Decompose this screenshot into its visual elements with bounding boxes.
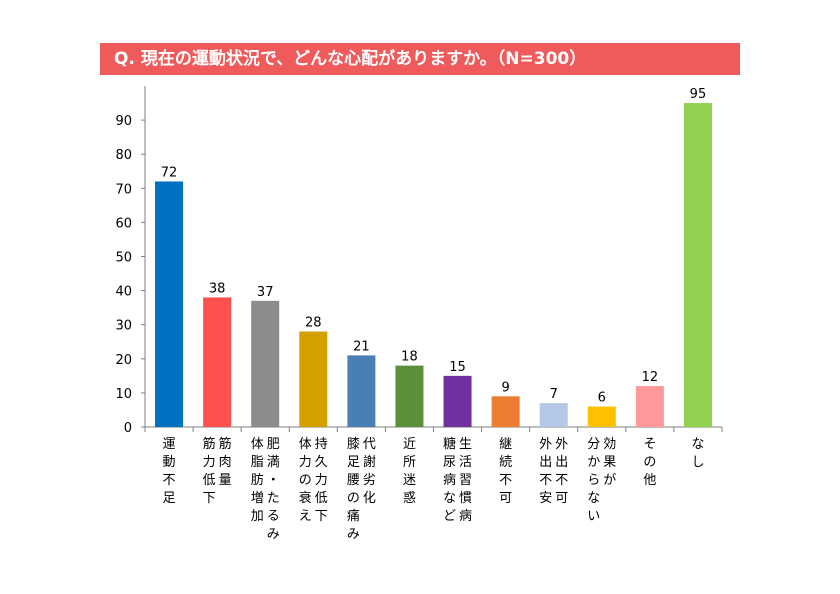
data-label: 95 [690, 87, 707, 102]
data-label: 37 [257, 285, 274, 300]
data-label: 72 [161, 165, 178, 180]
y-tick-label: 90 [115, 114, 132, 129]
data-label: 21 [353, 339, 370, 354]
y-tick-label: 80 [115, 148, 132, 163]
bar [587, 406, 616, 427]
x-tick-label: 生活習慣病 [459, 437, 472, 524]
bar [683, 103, 712, 428]
x-tick-label: なし [691, 437, 704, 470]
chart-title: Q. 現在の運動状況で、どんな心配がありますか。（N=300） [100, 43, 740, 75]
x-tick-label: 筋力低下 [203, 436, 216, 506]
x-tick-label: その他 [643, 437, 656, 488]
data-label: 38 [209, 281, 226, 296]
x-tick-label: 外出不安 [539, 437, 552, 506]
x-tick-label: 継続不可 [499, 437, 512, 506]
x-tick-label: 糖尿病など [443, 436, 456, 524]
x-tick-label: 肥満・たるみ [267, 437, 280, 542]
data-label: 15 [449, 360, 466, 375]
x-tick-label: 膝足腰の痛み [347, 437, 360, 542]
bar [395, 365, 424, 427]
data-label: 7 [550, 387, 558, 402]
y-tick-label: 40 [115, 285, 132, 300]
x-tick-label: 分からない [587, 437, 600, 524]
x-tick-label: 効果が [603, 437, 616, 488]
bar [251, 300, 280, 427]
bar [299, 331, 328, 427]
bar [539, 403, 568, 427]
x-tick-label: 持久力低下 [315, 437, 328, 524]
x-tick-label: 代謝劣化 [363, 437, 376, 506]
bar [155, 181, 184, 427]
data-label: 6 [598, 391, 606, 406]
x-tick-label: 体力の衰え [299, 437, 312, 524]
bar [347, 355, 376, 427]
y-tick-label: 50 [115, 251, 132, 266]
bar [203, 297, 232, 427]
bar [491, 396, 520, 427]
y-tick-label: 0 [124, 421, 132, 436]
data-label: 12 [642, 370, 659, 385]
x-tick-label: 体脂肪増加 [251, 437, 264, 524]
y-tick-label: 70 [115, 182, 132, 197]
x-tick-label: 近所迷惑 [403, 437, 416, 506]
data-label: 28 [305, 316, 322, 331]
x-tick-label: 運動不足 [163, 437, 176, 506]
x-tick-label: 筋肉量 [219, 436, 232, 488]
x-tick-label: 外出不可 [555, 437, 568, 506]
y-tick-label: 60 [115, 216, 132, 231]
y-tick-label: 10 [115, 387, 132, 402]
bar [635, 386, 664, 427]
data-label: 18 [401, 350, 418, 365]
bar [443, 375, 472, 427]
y-tick-label: 20 [115, 353, 132, 368]
data-label: 9 [501, 380, 509, 395]
y-tick-label: 30 [115, 319, 132, 334]
